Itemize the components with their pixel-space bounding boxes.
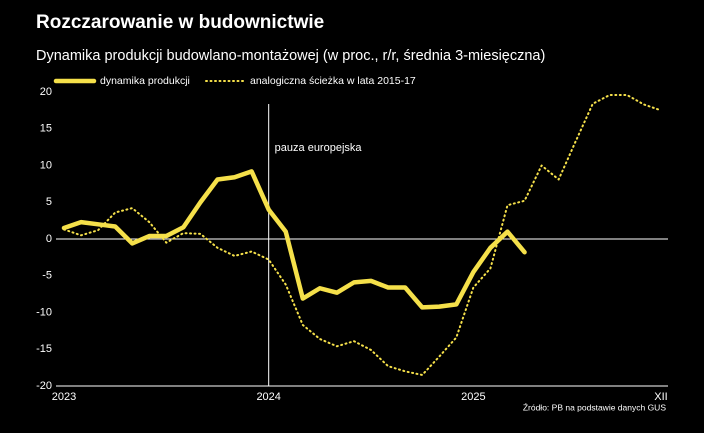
- y-tick-label: 5: [46, 196, 52, 208]
- legend-label: analogiczna ścieżka w lata 2015-17: [250, 75, 416, 87]
- y-tick-label: -15: [36, 343, 52, 355]
- chart-subtitle: Dynamika produkcji budowlano-montażowej …: [36, 48, 545, 64]
- y-tick-label: -10: [36, 306, 52, 318]
- y-tick-label: -20: [36, 380, 52, 392]
- y-tick-label: -5: [42, 270, 52, 282]
- series-line: [63, 93, 662, 376]
- x-tick-label: 2023: [52, 391, 76, 403]
- source: Źródło: PB na podstawie danych GUS: [523, 402, 666, 412]
- y-tick-label: 15: [40, 123, 52, 135]
- x-tick-label: 2025: [461, 391, 485, 403]
- series-line: [61, 169, 527, 310]
- annotation-text: pauza europejska: [275, 142, 363, 154]
- y-tick-label: 0: [46, 233, 52, 245]
- y-tick-label: 10: [40, 159, 52, 171]
- legend-label: dynamika produkcji: [100, 75, 190, 87]
- x-tick-label: 2024: [256, 391, 280, 403]
- y-tick-label: 20: [40, 86, 52, 98]
- chart-title: Rozczarowanie w budownictwie: [36, 12, 324, 33]
- x-tick-label: XII: [654, 391, 667, 403]
